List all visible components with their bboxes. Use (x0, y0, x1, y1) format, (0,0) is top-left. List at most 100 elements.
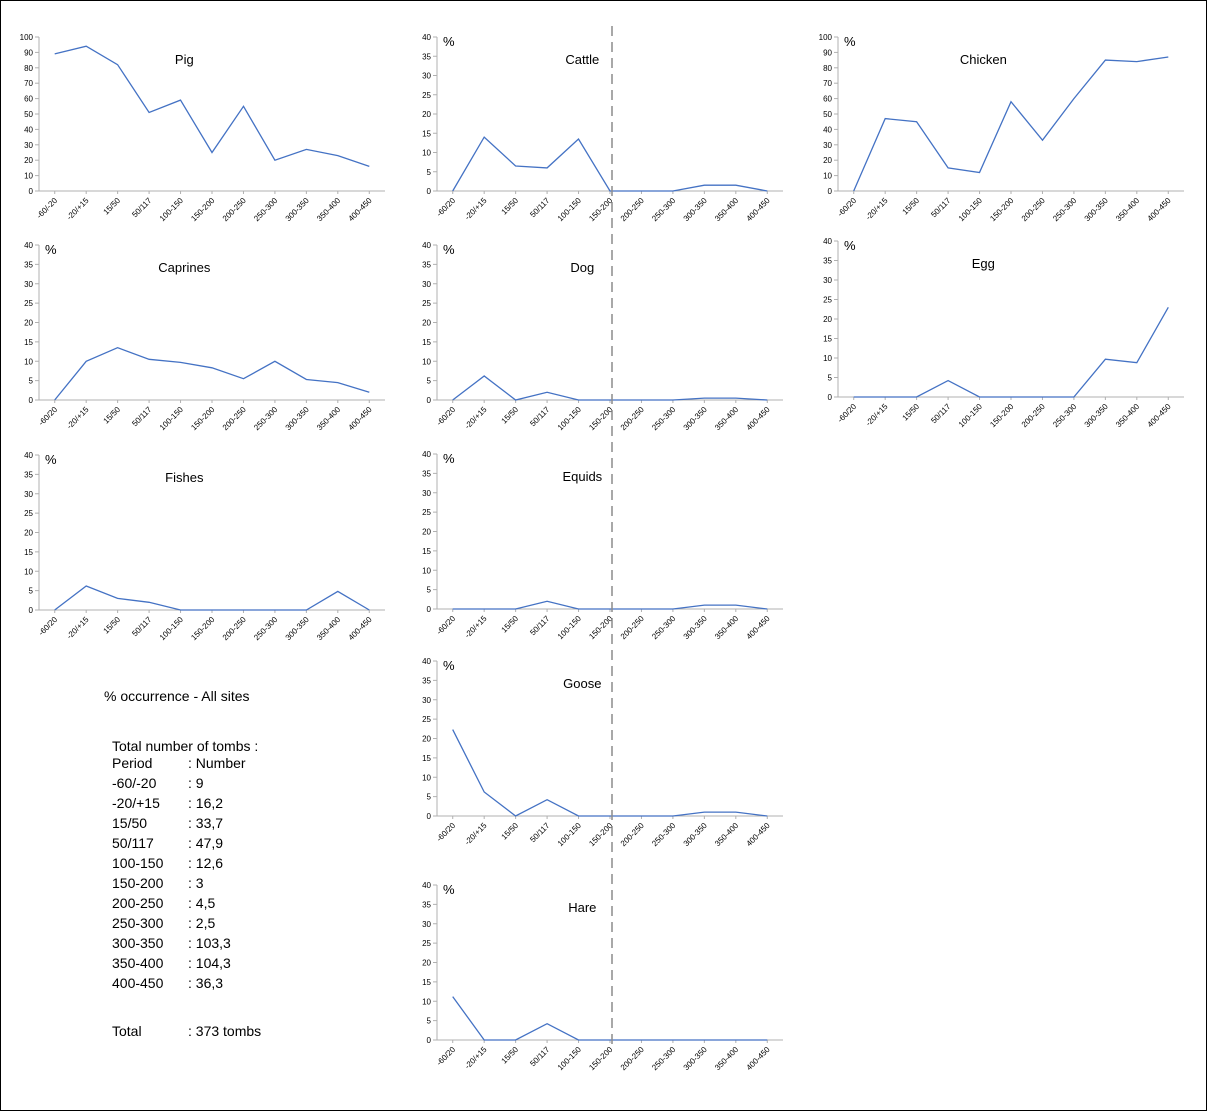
chart-equids: 0 5 10 15 20 25 30 35 40 -60/20 -20/+15 15/50 50/117… (422, 450, 783, 641)
y-tick-label: 20 (422, 735, 431, 744)
x-tick-label: 300-350 (682, 821, 710, 849)
x-tick-label: 15/50 (500, 614, 521, 635)
x-tick-label: 250-300 (1051, 196, 1079, 224)
x-tick-label: -20/+15 (463, 614, 489, 640)
y-tick-label: 35 (422, 260, 431, 269)
x-tick-label: 400-450 (745, 1045, 773, 1073)
x-tick-label: 350-400 (315, 405, 343, 433)
y-tick-label: 20 (24, 319, 33, 328)
x-tick-label: 200-250 (619, 614, 647, 642)
legend-number: : 12,6 (188, 855, 224, 871)
x-tick-label: 350-400 (315, 196, 343, 224)
x-tick-label: -20/+15 (463, 821, 489, 847)
legend-period: 250-300 (112, 915, 164, 931)
y-tick-label: 30 (823, 141, 832, 150)
unit-label: % (443, 34, 455, 49)
unit-label: % (45, 242, 57, 257)
x-tick-label: -60/20 (836, 402, 859, 425)
y-tick-label: 100 (20, 33, 34, 42)
legend-number: : 3 (188, 875, 204, 891)
x-tick-label: 300-350 (1083, 402, 1111, 430)
y-tick-label: 10 (24, 357, 33, 366)
x-tick-label: 200-250 (221, 615, 249, 643)
chart-hare: 0 5 10 15 20 25 30 35 40 -60/20 -20/+15 15/50 50/117… (422, 881, 783, 1072)
y-tick-label: 35 (422, 52, 431, 61)
legend-period: 200-250 (112, 895, 164, 911)
x-tick-label: 350-400 (713, 1045, 741, 1073)
x-tick-label: 15/50 (901, 196, 922, 217)
unit-label: % (443, 451, 455, 466)
y-tick-label: 25 (422, 508, 431, 517)
x-tick-label: 150-200 (189, 615, 217, 643)
x-tick-label: 250-300 (252, 196, 280, 224)
y-tick-label: 25 (24, 509, 33, 518)
legend-number: : 9 (188, 775, 204, 791)
y-tick-label: 60 (24, 95, 33, 104)
legend-period: 150-200 (112, 875, 164, 891)
y-tick-label: 100 (819, 33, 833, 42)
x-tick-label: 250-300 (650, 1045, 678, 1073)
y-tick-label: 5 (427, 586, 432, 595)
x-tick-label: -20/+15 (864, 402, 890, 428)
legend-period: -20/+15 (112, 795, 160, 811)
chart-title: Pig (175, 52, 194, 67)
y-tick-label: 30 (24, 141, 33, 150)
y-tick-label: 35 (422, 900, 431, 909)
y-tick-label: 10 (422, 566, 431, 575)
y-tick-label: 10 (422, 997, 431, 1006)
x-tick-label: 300-350 (284, 615, 312, 643)
x-tick-label: 15/50 (500, 821, 521, 842)
x-tick-label: 15/50 (102, 405, 123, 426)
chart-title: Hare (568, 900, 596, 915)
y-tick-label: 5 (828, 374, 833, 383)
x-tick-label: 15/50 (102, 196, 123, 217)
x-tick-label: 50/117 (929, 196, 953, 220)
x-tick-label: -20/+15 (65, 405, 91, 431)
y-tick-label: 50 (24, 110, 33, 119)
y-tick-label: 15 (422, 754, 431, 763)
y-tick-label: 0 (828, 393, 833, 402)
y-tick-label: 35 (24, 470, 33, 479)
x-tick-label: 300-350 (284, 405, 312, 433)
x-tick-label: 150-200 (587, 614, 615, 642)
x-tick-label: 400-450 (347, 615, 375, 643)
x-tick-label: 200-250 (619, 405, 647, 433)
x-tick-label: 50/117 (130, 405, 154, 429)
x-tick-label: 100-150 (158, 196, 186, 224)
y-tick-label: 10 (24, 172, 33, 181)
chart-pig: 0 10 20 30 40 50 60 70 80 90 100 -60/-20 -20/+15 15/5… (20, 33, 385, 223)
x-tick-label: 300-350 (682, 1045, 710, 1073)
x-tick-label: 100-150 (556, 1045, 584, 1073)
series-line (54, 585, 370, 611)
x-tick-label: 200-250 (221, 405, 249, 433)
y-tick-label: 20 (823, 156, 832, 165)
chart-title: Egg (972, 256, 995, 271)
y-tick-label: 90 (24, 48, 33, 57)
x-tick-label: 150-200 (189, 196, 217, 224)
y-tick-label: 40 (422, 241, 431, 250)
y-tick-label: 15 (823, 335, 832, 344)
y-tick-label: 40 (422, 881, 431, 890)
y-tick-label: 40 (823, 237, 832, 246)
legend-number: : 33,7 (188, 815, 224, 831)
x-tick-label: -60/20 (836, 196, 859, 219)
legend-number: : 36,3 (188, 975, 224, 991)
chart-title: Fishes (165, 470, 204, 485)
x-tick-label: 50/117 (528, 821, 552, 845)
legend-period: 400-450 (112, 975, 164, 991)
legend-period: 50/117 (112, 835, 154, 851)
chart-title: Caprines (158, 260, 211, 275)
x-tick-label: 15/50 (901, 402, 922, 423)
y-tick-label: 25 (422, 91, 431, 100)
x-tick-label: 300-350 (1083, 196, 1111, 224)
x-tick-label: 400-450 (745, 196, 773, 224)
y-tick-label: 20 (422, 319, 431, 328)
x-tick-label: 15/50 (500, 405, 521, 426)
x-tick-label: 150-200 (988, 196, 1016, 224)
x-tick-label: 50/117 (528, 1045, 552, 1069)
y-tick-label: 15 (422, 129, 431, 138)
x-tick-label: -60/20 (435, 1045, 458, 1068)
x-tick-label: 250-300 (650, 196, 678, 224)
x-tick-label: 150-200 (587, 1045, 615, 1073)
